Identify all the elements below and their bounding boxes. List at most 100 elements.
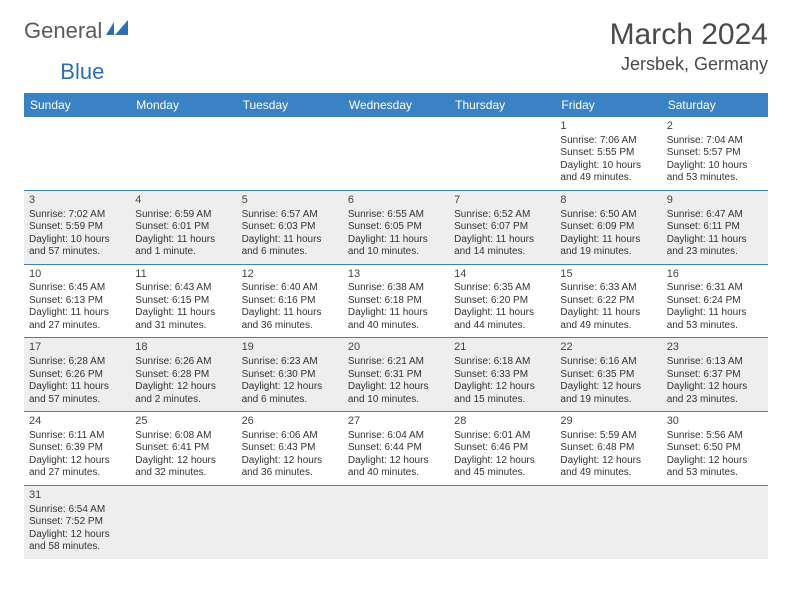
calendar-week: 17Sunrise: 6:28 AMSunset: 6:26 PMDayligh… [24, 338, 768, 412]
day-header: Tuesday [237, 93, 343, 117]
daylight-1: Daylight: 10 hours [29, 234, 125, 247]
day-number: 18 [135, 341, 231, 355]
daylight-1: Daylight: 11 hours [135, 234, 231, 247]
daylight-1: Daylight: 11 hours [348, 307, 444, 320]
daylight-2: and 6 minutes. [242, 394, 338, 407]
daylight-2: and 15 minutes. [454, 394, 550, 407]
calendar-empty [449, 117, 555, 190]
sunset: Sunset: 6:39 PM [29, 442, 125, 455]
daylight-2: and 36 minutes. [242, 320, 338, 333]
sunrise: Sunrise: 6:13 AM [667, 356, 763, 369]
calendar-day: 5Sunrise: 6:57 AMSunset: 6:03 PMDaylight… [237, 190, 343, 264]
day-number: 27 [348, 415, 444, 429]
sunrise: Sunrise: 6:55 AM [348, 209, 444, 222]
calendar-day: 10Sunrise: 6:45 AMSunset: 6:13 PMDayligh… [24, 264, 130, 338]
sunset: Sunset: 6:13 PM [29, 295, 125, 308]
sunrise: Sunrise: 6:08 AM [135, 430, 231, 443]
sunset: Sunset: 6:33 PM [454, 369, 550, 382]
calendar-day: 21Sunrise: 6:18 AMSunset: 6:33 PMDayligh… [449, 338, 555, 412]
daylight-2: and 10 minutes. [348, 394, 444, 407]
day-number: 23 [667, 341, 763, 355]
daylight-2: and 36 minutes. [242, 467, 338, 480]
sunset: Sunset: 5:59 PM [29, 221, 125, 234]
sunrise: Sunrise: 6:31 AM [667, 282, 763, 295]
calendar-day: 24Sunrise: 6:11 AMSunset: 6:39 PMDayligh… [24, 412, 130, 486]
calendar-empty [343, 117, 449, 190]
sunset: Sunset: 6:28 PM [135, 369, 231, 382]
daylight-1: Daylight: 12 hours [667, 455, 763, 468]
sunrise: Sunrise: 5:59 AM [560, 430, 656, 443]
day-number: 12 [242, 268, 338, 282]
sunset: Sunset: 6:11 PM [667, 221, 763, 234]
daylight-1: Daylight: 11 hours [348, 234, 444, 247]
calendar-header-row: SundayMondayTuesdayWednesdayThursdayFrid… [24, 93, 768, 117]
day-number: 5 [242, 194, 338, 208]
daylight-1: Daylight: 12 hours [667, 381, 763, 394]
calendar-week: 24Sunrise: 6:11 AMSunset: 6:39 PMDayligh… [24, 412, 768, 486]
sunset: Sunset: 6:35 PM [560, 369, 656, 382]
sunrise: Sunrise: 7:06 AM [560, 135, 656, 148]
daylight-1: Daylight: 10 hours [560, 160, 656, 173]
sunset: Sunset: 6:30 PM [242, 369, 338, 382]
daylight-1: Daylight: 12 hours [454, 381, 550, 394]
daylight-1: Daylight: 12 hours [242, 381, 338, 394]
calendar-day: 15Sunrise: 6:33 AMSunset: 6:22 PMDayligh… [555, 264, 661, 338]
location: Jersbek, Germany [610, 54, 768, 75]
day-header: Friday [555, 93, 661, 117]
daylight-2: and 19 minutes. [560, 246, 656, 259]
day-number: 14 [454, 268, 550, 282]
calendar-day: 11Sunrise: 6:43 AMSunset: 6:15 PMDayligh… [130, 264, 236, 338]
sunset: Sunset: 6:44 PM [348, 442, 444, 455]
flag-icon [106, 18, 132, 44]
calendar-week: 3Sunrise: 7:02 AMSunset: 5:59 PMDaylight… [24, 190, 768, 264]
day-number: 22 [560, 341, 656, 355]
title-block: March 2024 Jersbek, Germany [610, 18, 768, 75]
sunrise: Sunrise: 6:45 AM [29, 282, 125, 295]
daylight-1: Daylight: 12 hours [135, 381, 231, 394]
sunrise: Sunrise: 6:47 AM [667, 209, 763, 222]
sunset: Sunset: 6:22 PM [560, 295, 656, 308]
daylight-2: and 57 minutes. [29, 246, 125, 259]
calendar-day: 8Sunrise: 6:50 AMSunset: 6:09 PMDaylight… [555, 190, 661, 264]
daylight-2: and 14 minutes. [454, 246, 550, 259]
logo: General [24, 18, 134, 44]
daylight-1: Daylight: 11 hours [560, 234, 656, 247]
sunrise: Sunrise: 6:57 AM [242, 209, 338, 222]
calendar-day: 6Sunrise: 6:55 AMSunset: 6:05 PMDaylight… [343, 190, 449, 264]
daylight-1: Daylight: 12 hours [454, 455, 550, 468]
day-header: Sunday [24, 93, 130, 117]
sunset: Sunset: 6:26 PM [29, 369, 125, 382]
sunrise: Sunrise: 7:04 AM [667, 135, 763, 148]
day-header: Thursday [449, 93, 555, 117]
daylight-1: Daylight: 10 hours [667, 160, 763, 173]
daylight-1: Daylight: 12 hours [242, 455, 338, 468]
daylight-2: and 27 minutes. [29, 467, 125, 480]
daylight-2: and 40 minutes. [348, 467, 444, 480]
sunset: Sunset: 6:37 PM [667, 369, 763, 382]
calendar-day: 4Sunrise: 6:59 AMSunset: 6:01 PMDaylight… [130, 190, 236, 264]
sunrise: Sunrise: 6:40 AM [242, 282, 338, 295]
daylight-2: and 19 minutes. [560, 394, 656, 407]
calendar-day: 20Sunrise: 6:21 AMSunset: 6:31 PMDayligh… [343, 338, 449, 412]
sunrise: Sunrise: 6:18 AM [454, 356, 550, 369]
daylight-2: and 44 minutes. [454, 320, 550, 333]
day-number: 9 [667, 194, 763, 208]
day-number: 28 [454, 415, 550, 429]
daylight-2: and 27 minutes. [29, 320, 125, 333]
day-header: Saturday [662, 93, 768, 117]
sunrise: Sunrise: 6:06 AM [242, 430, 338, 443]
sunset: Sunset: 6:18 PM [348, 295, 444, 308]
month-title: March 2024 [610, 18, 768, 52]
sunrise: Sunrise: 6:23 AM [242, 356, 338, 369]
sunset: Sunset: 5:55 PM [560, 147, 656, 160]
calendar-day: 30Sunrise: 5:56 AMSunset: 6:50 PMDayligh… [662, 412, 768, 486]
calendar-empty [130, 485, 236, 558]
calendar-empty [237, 117, 343, 190]
sunrise: Sunrise: 6:54 AM [29, 504, 125, 517]
daylight-2: and 2 minutes. [135, 394, 231, 407]
calendar-week: 31Sunrise: 6:54 AMSunset: 7:52 PMDayligh… [24, 485, 768, 558]
calendar-day: 18Sunrise: 6:26 AMSunset: 6:28 PMDayligh… [130, 338, 236, 412]
calendar-day: 28Sunrise: 6:01 AMSunset: 6:46 PMDayligh… [449, 412, 555, 486]
daylight-2: and 31 minutes. [135, 320, 231, 333]
calendar-body: 1Sunrise: 7:06 AMSunset: 5:55 PMDaylight… [24, 117, 768, 559]
